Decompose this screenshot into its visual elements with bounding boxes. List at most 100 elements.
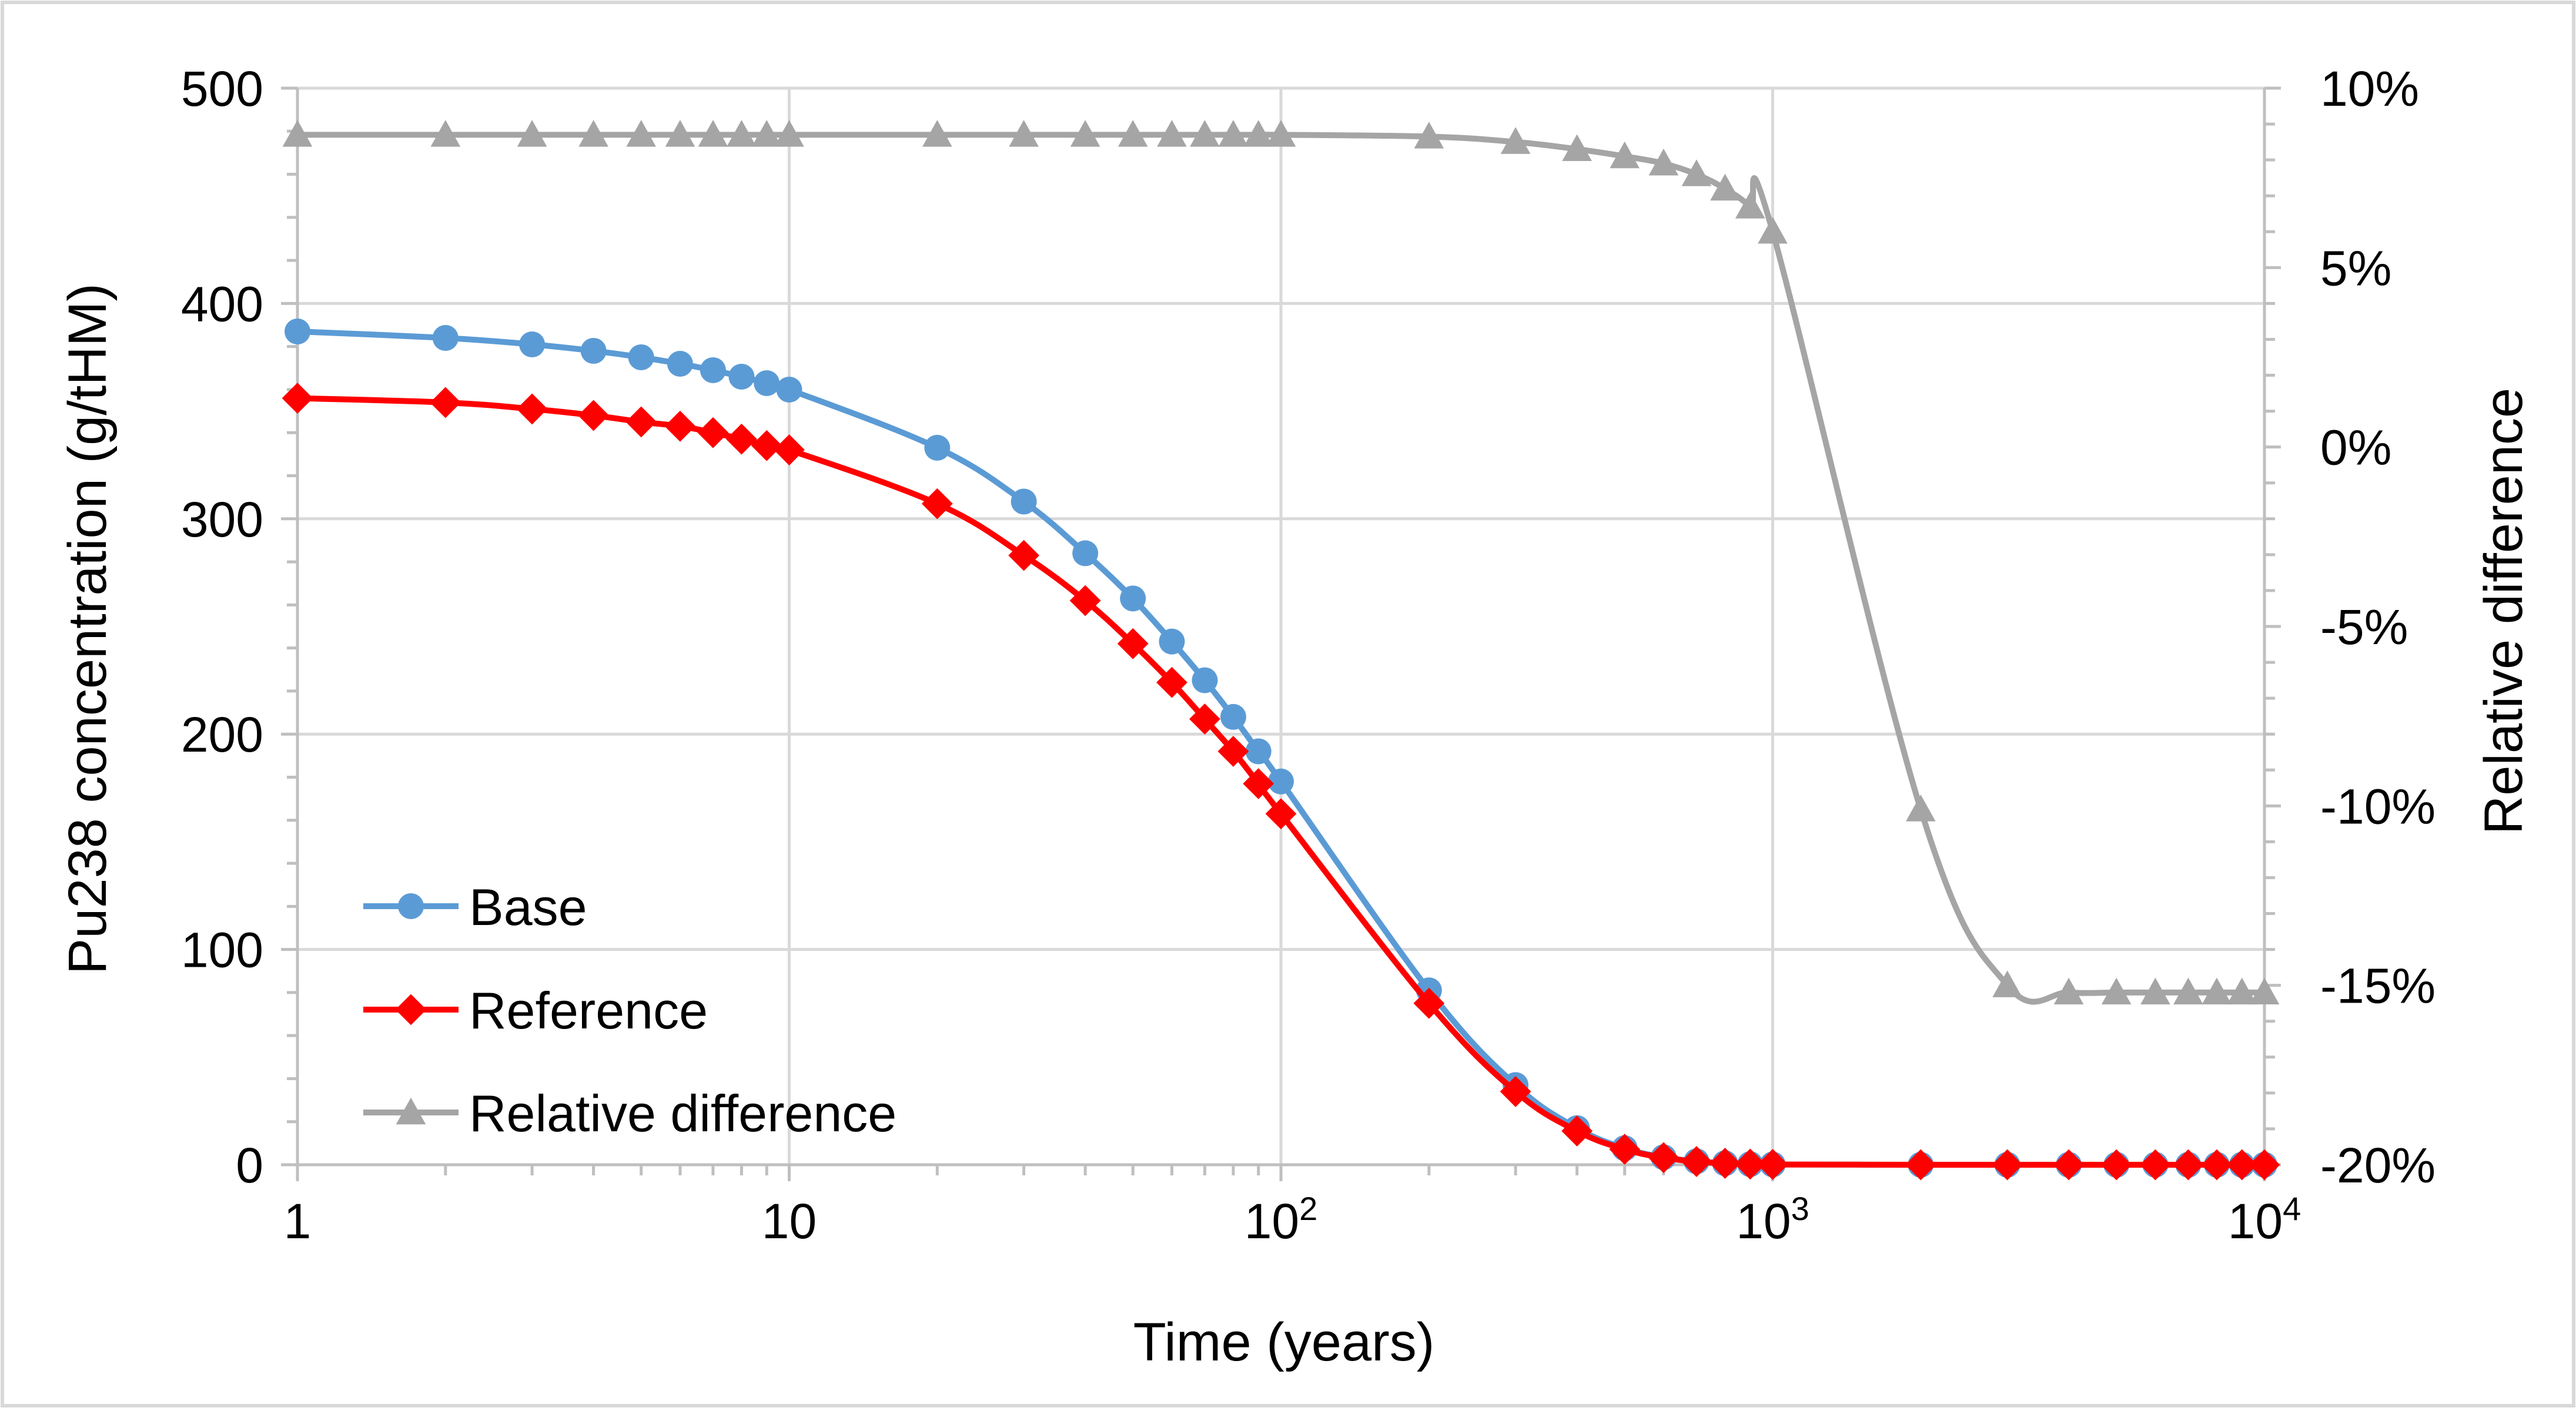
reference-point (1069, 585, 1101, 616)
y2-tick-label: -15% (2320, 958, 2436, 1014)
relative-difference-point (282, 120, 313, 147)
reference-point (2201, 1149, 2233, 1181)
base-point (285, 319, 310, 345)
x-tick-label: 103 (1736, 1190, 1809, 1249)
relative-difference-point (1266, 120, 1296, 147)
legend-reference-swatch-marker (395, 994, 427, 1025)
relative-difference-point (774, 120, 804, 147)
relative-difference-point (2053, 977, 2084, 1005)
relative-difference-point (698, 120, 728, 147)
reference-point (1561, 1115, 1593, 1147)
base-point (1159, 628, 1185, 655)
base-point (1011, 488, 1037, 515)
relative-difference-point (922, 120, 952, 147)
y-tick-label: 200 (181, 707, 263, 762)
reference-point (625, 406, 657, 438)
y-tick-label: 0 (236, 1138, 263, 1193)
legend-reference-label: Reference (469, 981, 708, 1040)
y-tick-label: 400 (181, 276, 263, 331)
reference-point (1413, 987, 1445, 1019)
x-axis-title: Time (years) (1133, 1312, 1435, 1372)
y2-tick-label: -20% (2320, 1138, 2436, 1193)
x-tick-label: 102 (1244, 1190, 1318, 1249)
base-point (667, 350, 693, 377)
relative-difference-point (2202, 977, 2232, 1005)
relative-difference-point (578, 120, 608, 147)
base-point (432, 325, 459, 351)
reference-point (1189, 703, 1220, 735)
reference-point (1500, 1076, 1531, 1107)
relative-difference-point (1500, 127, 1531, 154)
relative-difference-point (1906, 795, 1936, 822)
y-tick-label: 500 (181, 61, 263, 116)
relative-difference-point (727, 120, 757, 147)
relative-difference-point (1218, 120, 1249, 147)
reference-point (2140, 1149, 2171, 1181)
relative-difference-point (1157, 120, 1187, 147)
x-tick-label: 1 (284, 1194, 312, 1249)
relative-difference-point (1681, 159, 1712, 186)
reference-point (921, 488, 953, 520)
reference-point (664, 410, 696, 442)
relative-difference-point (2173, 977, 2203, 1005)
legend-base-label: Base (469, 878, 587, 936)
base-point (924, 434, 951, 461)
reference-point (1217, 736, 1249, 767)
reference-point (1757, 1149, 1788, 1180)
reference-point (2053, 1149, 2085, 1181)
reference-point (1734, 1148, 1766, 1180)
relative-difference-point (1070, 120, 1100, 147)
reference-point (1243, 768, 1274, 799)
base-point (1120, 585, 1146, 612)
reference-point (697, 417, 729, 448)
base-point (1220, 703, 1246, 730)
base-point (628, 344, 654, 370)
reference-point (2249, 1149, 2280, 1181)
reference-point (1265, 798, 1297, 830)
y2-tick-label: -5% (2320, 599, 2408, 655)
relative-difference-point (430, 120, 461, 147)
y-tick-label: 300 (181, 492, 263, 547)
base-point (728, 363, 755, 390)
reference-point (516, 393, 548, 425)
reference-point (2226, 1149, 2258, 1181)
y2-tick-label: 10% (2320, 61, 2419, 116)
relative-difference-point (517, 120, 547, 147)
reference-point (774, 434, 805, 465)
base-point (1245, 738, 1272, 765)
reference-point (1709, 1148, 1741, 1179)
base-point (1192, 667, 1218, 693)
reference-point (578, 400, 610, 431)
relative-difference-point (665, 120, 695, 147)
legend-base-swatch-marker (398, 893, 424, 919)
base-point (754, 370, 780, 396)
legend: Base Reference Relative difference (363, 878, 896, 1142)
relative-difference-point (2227, 977, 2257, 1005)
y2-tick-label: 0% (2320, 420, 2391, 475)
relative-difference-point (1648, 148, 1679, 176)
relative-difference-point (1992, 970, 2022, 997)
reference-point (726, 423, 757, 455)
relative-difference-point (1009, 120, 1039, 147)
reference-point (1156, 666, 1187, 698)
base-point (1268, 768, 1294, 795)
base-point (700, 357, 726, 383)
reference-point (1648, 1142, 1680, 1174)
relative-difference-point (1414, 122, 1444, 149)
reference-point (2100, 1149, 2132, 1181)
base-point (519, 331, 546, 358)
relative-difference-point (1758, 216, 1788, 244)
y2-tick-label: -10% (2320, 779, 2436, 834)
relative-difference-point (1735, 192, 1765, 219)
y2-axis-title: Relative difference (2474, 388, 2534, 834)
relative-difference-point (1190, 120, 1220, 147)
x-tick-label: 104 (2228, 1190, 2301, 1249)
reference-point (1008, 539, 1040, 571)
reference-point (1609, 1134, 1641, 1165)
relative-difference-point (1610, 141, 1640, 169)
legend-relative-difference-label: Relative difference (469, 1084, 896, 1142)
relative-difference-point (2140, 977, 2170, 1005)
relative-difference-point (1243, 120, 1274, 147)
